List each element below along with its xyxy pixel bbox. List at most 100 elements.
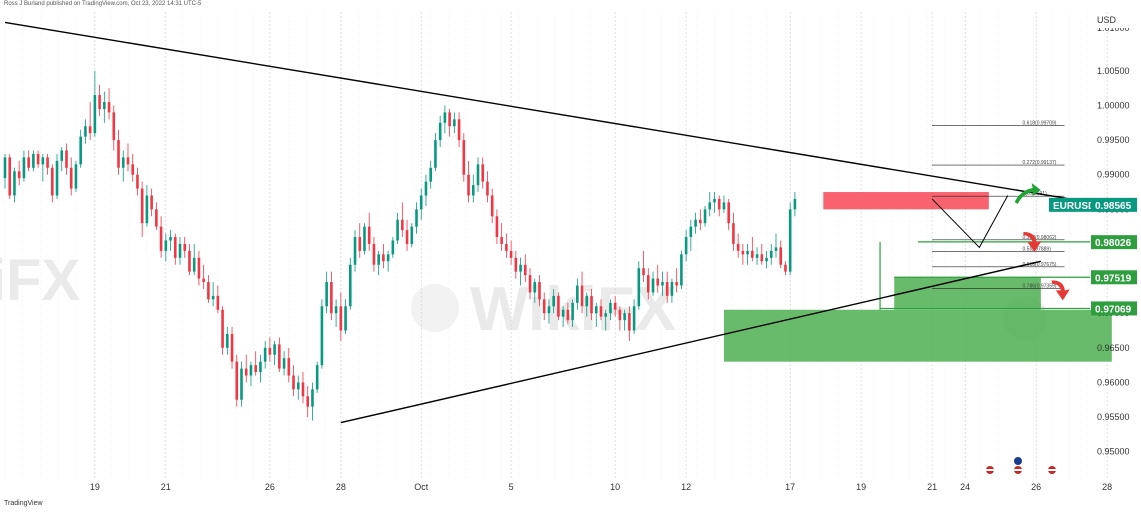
candle-body <box>703 209 707 224</box>
candle-body <box>471 185 475 196</box>
candle-body <box>429 167 432 182</box>
x-tick-label: 28 <box>1102 482 1112 492</box>
candle-body <box>651 278 655 293</box>
candle-body <box>334 306 338 314</box>
candle-body <box>519 264 522 272</box>
candle-body <box>192 257 196 272</box>
candle-body <box>571 302 574 321</box>
drawings <box>4 21 1112 424</box>
candle-body <box>278 344 281 369</box>
candle-body <box>117 140 120 168</box>
x-tick-label: 21 <box>927 482 937 492</box>
candle-body <box>377 254 380 265</box>
candle-body <box>547 306 551 314</box>
candle-body <box>150 195 153 210</box>
candle-body <box>46 157 49 168</box>
x-tick-label: 26 <box>265 482 275 492</box>
candle-body <box>121 157 125 168</box>
arrow-down-icon <box>1023 231 1042 252</box>
candle-body <box>65 150 68 168</box>
candle-body <box>254 365 257 373</box>
candle-body <box>736 243 740 251</box>
arrow-up-icon <box>1014 183 1041 205</box>
currency-label: USD <box>1097 15 1117 25</box>
candle-body <box>495 216 499 238</box>
candle-body <box>656 278 660 286</box>
price-tag: 0.98026 <box>1091 235 1137 250</box>
candle-body <box>717 198 721 210</box>
resistance-zone <box>823 192 989 210</box>
price-tags: EURUSD 0.98565 0.98026 0.97519 0.97069 <box>1049 197 1137 316</box>
candle-body <box>623 313 626 321</box>
candle-body <box>401 219 404 231</box>
candle-body <box>746 250 749 255</box>
candle-body <box>169 237 172 241</box>
candle-body <box>188 250 191 272</box>
candle-body <box>599 306 603 317</box>
candle-body <box>689 226 693 238</box>
candle-body <box>287 358 291 376</box>
event-icons <box>986 457 1056 474</box>
flag-stripe <box>1048 469 1056 471</box>
y-tick-label: 0.99000 <box>1097 170 1130 180</box>
candle-body <box>164 240 168 251</box>
candle-body <box>727 202 730 224</box>
candle-body <box>358 237 362 251</box>
candle-body <box>405 230 409 244</box>
candle-body <box>481 164 485 182</box>
candle-body <box>788 209 792 272</box>
candle-body <box>542 299 546 314</box>
candle-body <box>268 347 272 355</box>
candle-body <box>410 226 414 244</box>
candle-body <box>741 250 745 255</box>
flag-stripe <box>986 469 994 471</box>
candle-body <box>311 389 314 407</box>
candle-body <box>675 282 678 286</box>
candle-body <box>173 237 177 258</box>
candle-body <box>136 174 139 189</box>
support-zone-2 <box>723 309 1112 362</box>
candle-body <box>292 375 295 390</box>
candle-body <box>363 226 366 251</box>
candle-body <box>41 157 45 165</box>
fib-levels: 0.618(0.99709)0.272(0.99137)0(0.98691)0.… <box>932 121 1065 289</box>
candle-body <box>561 309 565 317</box>
candle-body <box>69 167 73 189</box>
candle-body <box>51 167 54 196</box>
candle-body <box>779 247 783 265</box>
candle-body <box>580 285 584 307</box>
price-tag-value: 0.98565 <box>1095 201 1132 212</box>
candle-body <box>207 282 210 300</box>
candle-body <box>259 361 262 373</box>
candle-body <box>514 257 518 272</box>
symbol-tag <box>1049 197 1091 212</box>
fib-label: 0.382(0.98062) <box>1023 235 1057 241</box>
candle-body <box>486 181 489 196</box>
candle-body <box>467 174 470 196</box>
candle-body <box>79 136 82 165</box>
candle-body <box>769 250 773 258</box>
candle-body <box>235 361 239 400</box>
candle-body <box>434 140 437 168</box>
candle-body <box>528 275 532 293</box>
candle-body <box>320 306 324 366</box>
x-tick-label: 10 <box>610 482 620 492</box>
x-tick-label: 17 <box>785 482 795 492</box>
price-tag-box <box>1091 197 1137 212</box>
price-tag-value: 0.97519 <box>1095 273 1132 284</box>
y-tick-label: 0.99500 <box>1097 135 1130 145</box>
candle-body <box>155 209 158 227</box>
candle-body <box>661 282 664 286</box>
candle-body <box>396 219 399 241</box>
candle-body <box>367 226 371 244</box>
candle-body <box>93 95 97 134</box>
candle-body <box>424 181 428 196</box>
candle-body <box>22 157 26 179</box>
candle-body <box>722 202 726 210</box>
candle-body <box>448 112 451 127</box>
candle-body <box>490 195 494 217</box>
candle-body <box>613 302 617 310</box>
candle-body <box>296 382 300 390</box>
price-tag-value: 0.98026 <box>1095 238 1132 249</box>
